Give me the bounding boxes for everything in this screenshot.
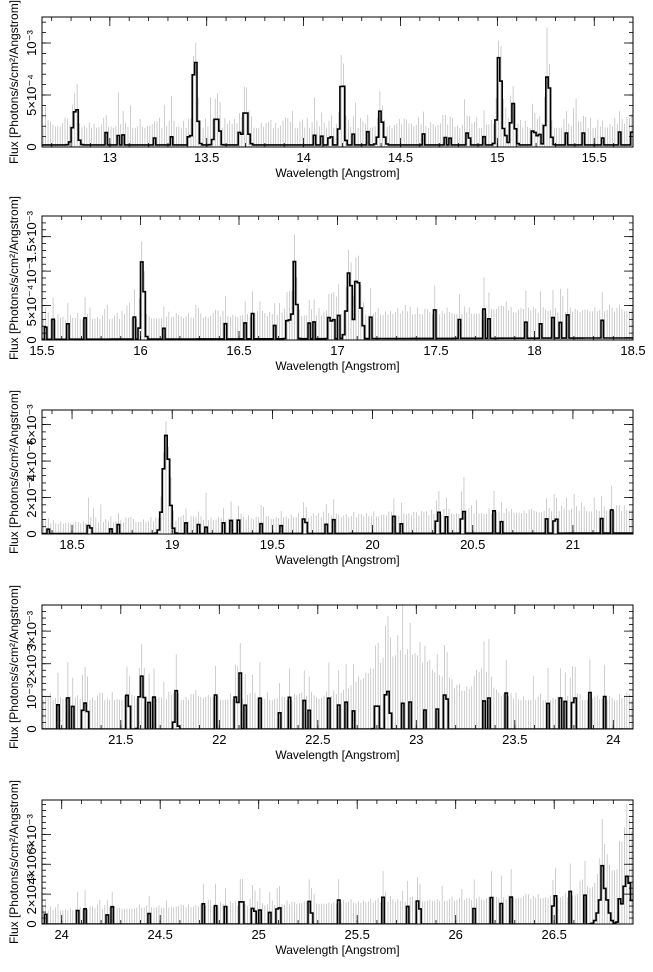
x-axis-label: Wavelength [Angstrom] (275, 748, 399, 762)
x-tick-label: 18.5 (59, 537, 84, 552)
y-tick-label: 10⁻³ (24, 258, 39, 284)
x-tick-label: 22.5 (305, 732, 330, 747)
x-tick-label: 15 (490, 150, 504, 165)
plot-area (42, 27, 633, 147)
y-axis-label: Flux [Photons/s/cm²/Angstrom] (7, 196, 21, 360)
y-tick-label: 6×10⁻³ (24, 813, 39, 854)
chart-panel: 15.5 16 16.5 17 17.5 18 18.5 0 5×10⁻⁴10⁻³1.5×10⁻… (7, 196, 646, 373)
y-axis-label: Flux [Photons/s/cm²/Angstrom] (7, 390, 21, 554)
x-tick-label: 24 (606, 732, 620, 747)
x-tick-label: 26 (448, 927, 462, 942)
y-tick-label: 4×10⁻³ (24, 843, 39, 884)
chart-panel: 21.5 22 22.5 23 23.5 24 0 10⁻³2×10⁻³3×10⁻³ Wavel… (7, 585, 634, 762)
x-tick-label: 17 (330, 343, 344, 358)
x-tick-label: 25 (251, 927, 265, 942)
y-tick-label: 4×10⁻³ (24, 440, 39, 481)
x-tick-label: 15.5 (582, 150, 607, 165)
x-tick-label: 17.5 (423, 343, 448, 358)
y-axis-label: Flux [Photons/s/cm²/Angstrom] (7, 0, 21, 164)
x-tick-label: 24 (54, 927, 68, 942)
y-tick-label: 6×10⁻³ (24, 404, 39, 445)
x-tick-label: 18.5 (620, 343, 645, 358)
plot-area (42, 421, 633, 534)
spectrum-series (42, 672, 633, 729)
plot-frame (41, 16, 634, 148)
y-tick-label: 0 (24, 143, 39, 150)
x-tick-label: 25.5 (345, 927, 370, 942)
y-axis-label: Flux [Photons/s/cm²/Angstrom] (7, 780, 21, 944)
y-tick-label: 0 (24, 920, 39, 927)
x-tick-label: 22 (212, 732, 226, 747)
y-tick-label: 10⁻³ (24, 683, 39, 709)
chart-panel: 18.5 19 19.5 20 20.5 21 0 2×10⁻³4×10⁻³6×10⁻³ Wav… (7, 390, 634, 567)
y-tick-label: 3×10⁻³ (24, 610, 39, 651)
x-tick-label: 19.5 (260, 537, 285, 552)
plot-area (42, 234, 633, 340)
x-tick-label: 21 (566, 537, 580, 552)
x-tick-label: 20 (365, 537, 379, 552)
y-tick-label: 0 (24, 336, 39, 343)
plot-frame (41, 409, 634, 535)
x-tick-label: 20.5 (460, 537, 485, 552)
x-axis-label: Wavelength [Angstrom] (275, 166, 399, 180)
x-tick-label: 15.5 (29, 343, 54, 358)
plot-area (42, 803, 633, 924)
x-tick-label: 13.5 (194, 150, 219, 165)
x-tick-label: 14 (296, 150, 310, 165)
x-tick-label: 23.5 (502, 732, 527, 747)
spectrum-series (42, 260, 633, 340)
y-tick-label: 5×10⁻⁴ (24, 74, 39, 116)
y-tick-label: 2×10⁻³ (24, 643, 39, 684)
x-tick-label: 21.5 (108, 732, 133, 747)
spectrum-series (42, 864, 633, 924)
y-tick-label: 0 (24, 530, 39, 537)
x-tick-label: 14.5 (388, 150, 413, 165)
y-tick-label: 0 (24, 725, 39, 732)
x-axis-label: Wavelength [Angstrom] (275, 359, 399, 373)
x-tick-label: 24.5 (148, 927, 173, 942)
y-tick-label: 2×10⁻³ (24, 873, 39, 914)
x-axis-label: Wavelength [Angstrom] (275, 943, 399, 957)
y-tick-label: 5×10⁻⁴ (24, 285, 39, 327)
x-tick-label: 16.5 (226, 343, 251, 358)
plot-area (42, 605, 633, 729)
chart-panel: 13 13.5 14 14.5 15 15.5 0 5×10⁻⁴ 10⁻³ Wavelength … (7, 0, 634, 180)
x-axis-label: Wavelength [Angstrom] (275, 553, 399, 567)
y-tick-label: 2×10⁻³ (24, 477, 39, 518)
y-tick-label: 10⁻³ (24, 30, 39, 56)
x-tick-label: 23 (409, 732, 423, 747)
x-tick-label: 13 (103, 150, 117, 165)
x-tick-label: 19 (165, 537, 179, 552)
spectrum-series (42, 56, 633, 146)
x-tick-label: 16 (133, 343, 147, 358)
x-tick-label: 26.5 (542, 927, 567, 942)
x-tick-label: 18 (527, 343, 541, 358)
y-tick-label: 1.5×10⁻³ (24, 210, 39, 262)
chart-panel: 24 24.5 25 25.5 26 26.5 0 2×10⁻³4×10⁻³6×10⁻³ Wav… (7, 780, 634, 957)
y-axis-label: Flux [Photons/s/cm²/Angstrom] (7, 585, 21, 749)
